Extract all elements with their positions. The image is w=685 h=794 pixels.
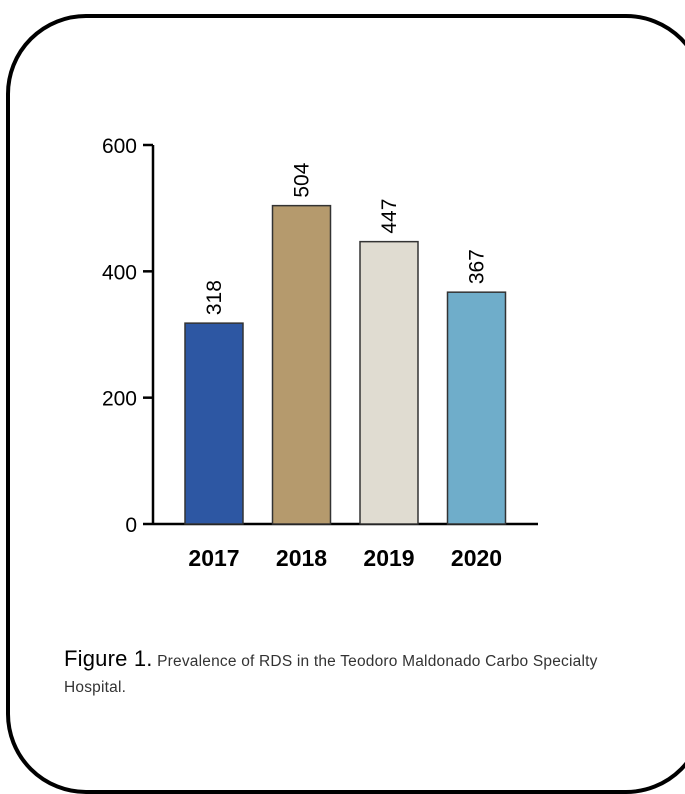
value-label-2020: 367 bbox=[466, 249, 489, 284]
x-tick-labels: 2017 2018 2019 2020 bbox=[188, 545, 502, 571]
y-ticks: 0 200 400 600 bbox=[102, 135, 153, 537]
x-tick-label-2017: 2017 bbox=[188, 545, 239, 571]
y-tick-label: 200 bbox=[102, 388, 137, 411]
y-tick-label: 0 bbox=[125, 514, 137, 537]
bar-2019 bbox=[359, 240, 419, 525]
x-tick-label-2020: 2020 bbox=[451, 545, 502, 571]
value-labels: 318 504 447 367 bbox=[203, 162, 489, 315]
bar-chart: 0 200 400 600 318 504 447 367 2017 2018 2019 2020 bbox=[102, 135, 538, 571]
bar-2017 bbox=[184, 322, 244, 525]
value-label-2019: 447 bbox=[378, 199, 401, 234]
figure-caption: Figure 1. Prevalence of RDS in the Teodo… bbox=[64, 646, 664, 701]
value-label-2018: 504 bbox=[291, 162, 314, 197]
bar-2018 bbox=[271, 204, 332, 525]
caption-text: Prevalence of RDS in the Teodoro Maldona… bbox=[64, 653, 598, 696]
bars bbox=[184, 204, 507, 525]
x-tick-label-2019: 2019 bbox=[363, 545, 414, 571]
y-tick-label: 400 bbox=[102, 261, 137, 284]
value-label-2017: 318 bbox=[203, 280, 226, 315]
caption-label: Figure 1. bbox=[64, 646, 153, 671]
x-tick-label-2018: 2018 bbox=[276, 545, 327, 571]
bar-2020 bbox=[446, 291, 507, 525]
y-tick-label: 600 bbox=[102, 135, 137, 158]
